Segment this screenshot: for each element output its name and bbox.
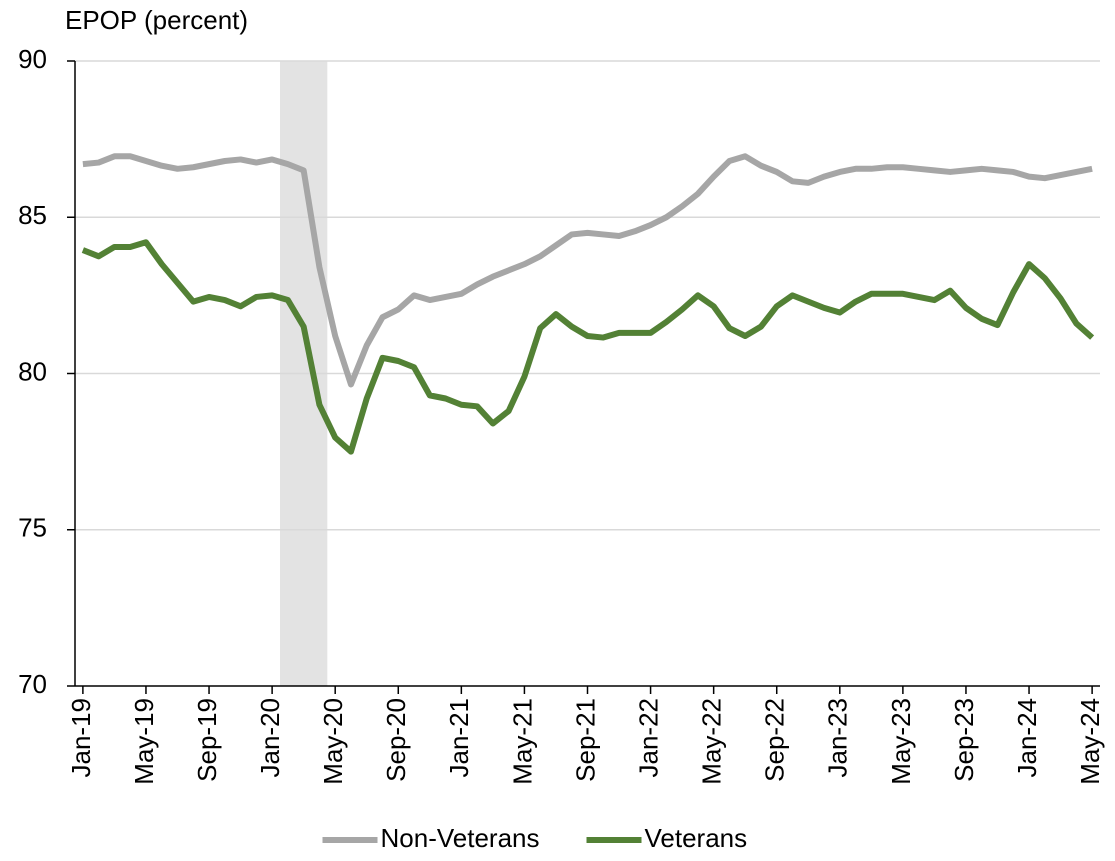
x-tick-label: Jan-20 bbox=[255, 698, 285, 778]
x-tick-label: Jan-21 bbox=[444, 698, 474, 778]
y-tick-label: 80 bbox=[18, 356, 47, 386]
x-tick-label: Jan-24 bbox=[1012, 698, 1042, 778]
x-tick-label: Sep-22 bbox=[760, 698, 790, 782]
y-tick-label: 85 bbox=[18, 200, 47, 230]
x-tick-label: May-19 bbox=[129, 698, 159, 785]
x-tick-label: Sep-20 bbox=[381, 698, 411, 782]
x-tick-label: Jan-23 bbox=[823, 698, 853, 778]
x-tick-label: May-23 bbox=[886, 698, 916, 785]
x-tick-label: May-20 bbox=[318, 698, 348, 785]
x-tick-label: Sep-23 bbox=[949, 698, 979, 782]
y-tick-label: 90 bbox=[18, 44, 47, 74]
y-axis-title: EPOP (percent) bbox=[65, 5, 248, 35]
series-line bbox=[82, 153, 1093, 388]
x-tick-label: Sep-19 bbox=[192, 698, 222, 782]
legend-label: Veterans bbox=[645, 823, 748, 853]
x-tick-label: Jan-19 bbox=[66, 698, 96, 778]
x-tick-label: Sep-21 bbox=[570, 698, 600, 782]
y-tick-label: 70 bbox=[18, 669, 47, 699]
x-tick-label: May-24 bbox=[1075, 698, 1105, 785]
x-tick-label: Jan-22 bbox=[633, 698, 663, 778]
y-tick-label: 75 bbox=[18, 513, 47, 543]
x-tick-label: May-21 bbox=[507, 698, 537, 785]
series-line bbox=[81, 239, 1095, 455]
x-tick-label: May-22 bbox=[697, 698, 727, 785]
legend-label: Non-Veterans bbox=[381, 823, 540, 853]
